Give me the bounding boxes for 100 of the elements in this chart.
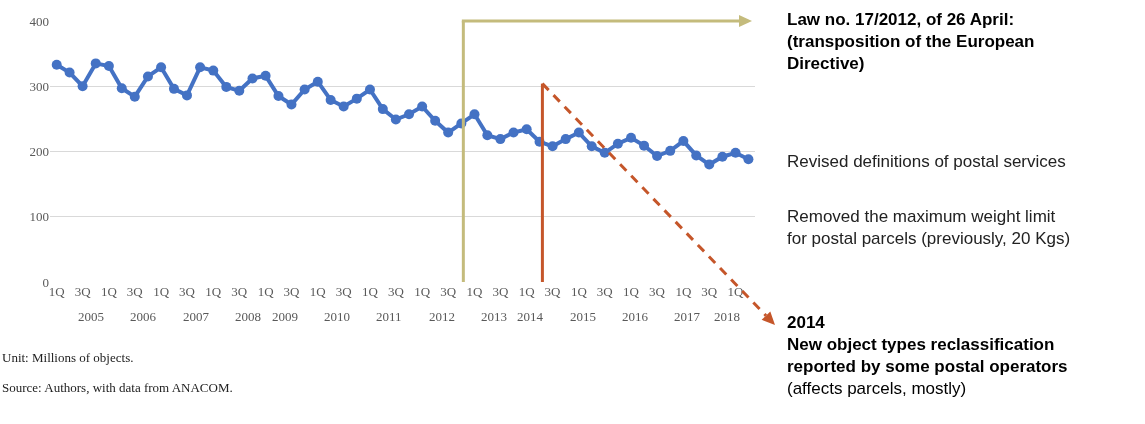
point — [129, 91, 140, 102]
x-tick-label: 1Q — [518, 284, 536, 299]
point — [168, 83, 179, 94]
text: 2007 — [183, 309, 210, 324]
point — [612, 138, 623, 149]
x-tick-label: 3Q — [440, 284, 457, 299]
point — [417, 101, 428, 112]
point — [626, 132, 637, 143]
x-tick-label: 3Q — [544, 284, 562, 299]
text: 2017 — [674, 309, 701, 324]
x-tick-label: 1Q — [414, 284, 431, 299]
point — [51, 59, 62, 70]
text: 2013 — [481, 309, 507, 324]
y-tick-label: 300 — [29, 78, 49, 94]
point — [586, 141, 597, 152]
point — [678, 136, 689, 147]
point — [430, 115, 441, 126]
text: 2005 — [78, 309, 104, 324]
x-tick-label: 1Q — [362, 284, 379, 299]
text: 2015 — [570, 309, 596, 324]
y-tick-label: 100 — [29, 209, 49, 225]
x-tick-label: 1Q — [570, 284, 588, 299]
point — [247, 73, 258, 84]
point — [221, 81, 232, 92]
point — [273, 91, 284, 102]
point — [404, 109, 415, 120]
point — [377, 104, 388, 115]
x-tick-label: 3Q — [492, 284, 509, 299]
point — [142, 71, 153, 82]
x-tick-label: 3Q — [335, 284, 353, 299]
point — [495, 134, 506, 145]
x-tick-label: 1Q — [205, 284, 222, 299]
y-tick-label: 200 — [29, 144, 49, 160]
point — [547, 141, 558, 152]
point — [103, 61, 114, 72]
x-tick-label: 1Q — [153, 284, 170, 299]
point — [64, 67, 75, 78]
text: 2009 — [272, 309, 298, 324]
point — [390, 114, 401, 125]
point — [560, 134, 571, 145]
point — [77, 81, 88, 92]
point — [338, 101, 349, 112]
x-tick-label: 1Q — [309, 284, 327, 299]
text: Law no. 17/2012, of 26 April: (transposition of the European Directive) — [787, 10, 1035, 74]
point — [639, 140, 650, 151]
x-tick-label: 3Q — [74, 284, 92, 299]
x-tick-label: 3Q — [701, 284, 718, 299]
x-tick-label: 3Q — [649, 284, 666, 299]
point — [743, 154, 754, 165]
point — [573, 127, 584, 138]
point — [599, 147, 610, 158]
point — [195, 62, 206, 73]
x-tick-label: 1Q — [623, 284, 640, 299]
text: Revised definitions of postal services — [787, 152, 1066, 171]
text: 2008 — [235, 309, 261, 324]
point — [260, 70, 271, 81]
x-tick-label: 1Q — [257, 284, 275, 299]
x-tick-label: 3Q — [231, 284, 248, 299]
source-note: Source: Authors, with data from ANACOM. — [2, 380, 233, 395]
text: 2006 — [130, 309, 157, 324]
point — [286, 99, 297, 110]
point — [665, 145, 676, 156]
point — [469, 109, 480, 120]
point — [508, 127, 519, 138]
point — [704, 159, 715, 170]
y-tick-label: 0 — [42, 274, 49, 290]
point — [482, 130, 493, 141]
point — [364, 84, 375, 95]
text: 2012 — [429, 309, 455, 324]
point — [351, 93, 362, 104]
text: 2011 — [376, 309, 402, 324]
point — [325, 94, 336, 105]
x-tick-label: 3Q — [126, 284, 144, 299]
text: 2010 — [324, 309, 350, 324]
x-tick-label: 1Q — [48, 284, 66, 299]
point — [208, 65, 219, 76]
x-tick-label: 3Q — [596, 284, 614, 299]
point — [312, 76, 323, 87]
x-tick-label: 3Q — [387, 284, 405, 299]
text: 2014 — [517, 309, 544, 324]
text: 2018 — [714, 309, 740, 324]
legend-label: 2014 New object types reclassification reported by some postal operators (affects parcels, mostly) — [787, 313, 1068, 399]
point — [156, 62, 167, 73]
point — [521, 124, 532, 135]
point — [652, 151, 663, 162]
x-tick-label: 1Q — [100, 284, 118, 299]
text: Removed the maximum weight limit for postal parcels (previously, 20 Kgs) — [787, 207, 1071, 249]
point — [299, 84, 310, 95]
point — [691, 150, 702, 161]
point — [234, 85, 245, 96]
point — [717, 151, 728, 162]
point — [181, 90, 192, 101]
point — [116, 83, 127, 94]
point — [443, 127, 454, 138]
x-tick-label: 3Q — [179, 284, 196, 299]
text: Unit: Millions of objects. — [2, 350, 134, 365]
point — [730, 147, 741, 158]
point — [90, 58, 101, 69]
y-tick-label: 400 — [29, 13, 49, 29]
x-tick-label: 1Q — [466, 284, 484, 299]
